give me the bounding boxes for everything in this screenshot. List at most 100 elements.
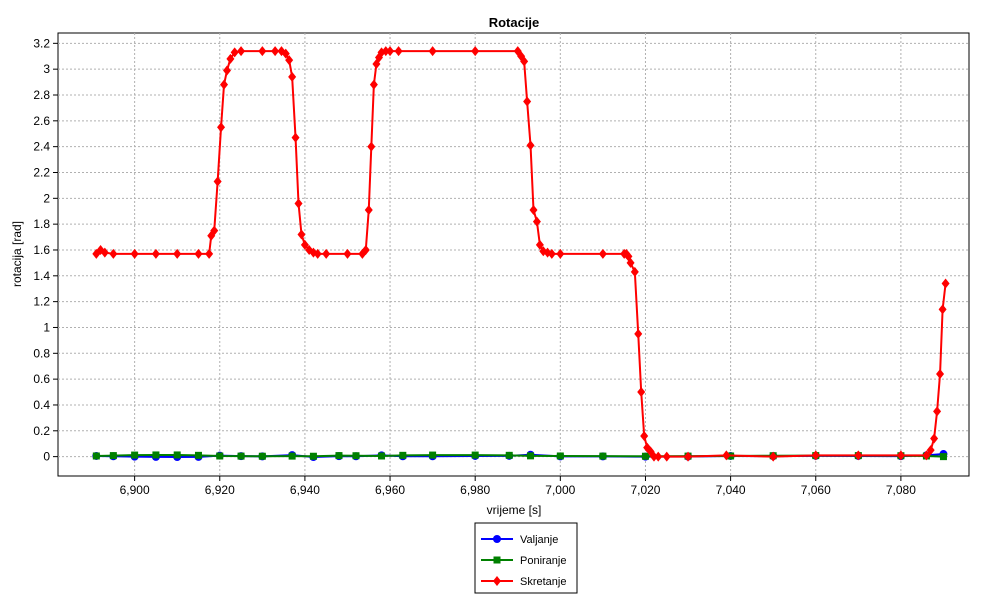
data-point-skretanje	[230, 47, 239, 58]
data-point-poniranje	[556, 452, 564, 460]
legend-label: Poniranje	[520, 555, 566, 567]
data-point-skretanje	[598, 248, 607, 259]
legend-label: Valjanje	[520, 534, 558, 546]
data-point-poniranje	[399, 451, 407, 459]
data-point-poniranje	[527, 452, 535, 460]
data-point-poniranje	[92, 452, 100, 460]
data-point-poniranje	[109, 452, 117, 460]
x-tick-label: 7,080	[886, 483, 916, 497]
y-axis: 0 0.2 0.4 0.6 0.8 1 1.2 1.4 1.6 1.8 2 2.2 2.4 2.6 2.8 3…	[33, 36, 58, 464]
y-tick-label: 0.8	[33, 346, 50, 360]
data-point-skretanje	[217, 122, 226, 133]
x-axis-title: vrijeme [s]	[487, 503, 542, 517]
data-point-skretanje	[526, 140, 535, 151]
data-point-poniranje	[939, 453, 947, 461]
data-point-skretanje	[291, 132, 300, 143]
data-point-skretanje	[532, 216, 541, 227]
data-point-skretanje	[173, 248, 182, 259]
data-point-skretanje	[811, 450, 820, 461]
data-point-poniranje	[471, 451, 479, 459]
data-point-skretanje	[100, 247, 109, 258]
legend-swatch-marker	[493, 576, 501, 586]
data-point-skretanje	[523, 96, 532, 107]
data-point-poniranje	[288, 452, 296, 460]
data-point-skretanje	[520, 56, 529, 67]
y-tick-label: 3.2	[33, 36, 50, 50]
x-tick-label: 6,920	[205, 483, 235, 497]
data-point-poniranje	[194, 451, 202, 459]
x-tick-label: 6,980	[460, 483, 490, 497]
data-point-skretanje	[226, 53, 235, 64]
legend-swatch-marker	[493, 535, 501, 543]
x-tick-label: 6,940	[290, 483, 320, 497]
data-point-skretanje	[271, 46, 280, 57]
y-tick-label: 2.6	[33, 114, 50, 128]
y-tick-label: 0	[43, 450, 50, 464]
data-point-skretanje	[428, 46, 437, 57]
y-tick-label: 3	[43, 62, 50, 76]
y-tick-label: 1.2	[33, 295, 50, 309]
data-point-skretanje	[281, 48, 290, 59]
data-point-skretanje	[556, 248, 565, 259]
data-point-skretanje	[213, 176, 222, 187]
data-point-poniranje	[352, 452, 360, 460]
data-point-skretanje	[637, 387, 646, 398]
data-point-skretanje	[547, 248, 556, 259]
data-point-skretanje	[535, 239, 544, 250]
legend-label: Skretanje	[520, 576, 566, 588]
x-tick-label: 7,060	[801, 483, 831, 497]
legend-item-valjanje: Valjanje	[481, 534, 558, 546]
data-point-skretanje	[769, 451, 778, 462]
data-point-skretanje	[130, 248, 139, 259]
data-point-skretanje	[386, 46, 395, 57]
legend-item-skretanje: Skretanje	[481, 576, 566, 588]
data-point-skretanje	[640, 430, 649, 441]
data-point-skretanje	[297, 229, 306, 240]
data-point-skretanje	[313, 248, 322, 259]
data-point-skretanje	[294, 198, 303, 209]
data-point-skretanje	[361, 244, 370, 255]
data-point-skretanje	[630, 266, 639, 277]
x-tick-label: 7,000	[545, 483, 575, 497]
data-point-poniranje	[152, 451, 160, 459]
data-point-poniranje	[237, 452, 245, 460]
data-point-skretanje	[930, 433, 939, 444]
data-point-skretanje	[662, 451, 671, 462]
data-point-poniranje	[131, 451, 139, 459]
data-point-skretanje	[654, 451, 663, 462]
data-point-skretanje	[288, 71, 297, 82]
data-point-poniranje	[216, 452, 224, 460]
data-point-skretanje	[922, 450, 931, 461]
data-point-skretanje	[151, 248, 160, 259]
data-point-skretanje	[471, 46, 480, 57]
x-axis: 6,900 6,920 6,940 6,960 6,980 7,000 7,020 7,040…	[120, 476, 916, 497]
data-point-skretanje	[684, 451, 693, 462]
series-layer	[92, 46, 950, 462]
data-point-skretanje	[938, 304, 947, 315]
data-point-skretanje	[539, 246, 548, 257]
y-tick-label: 1	[43, 320, 50, 334]
data-point-skretanje	[109, 248, 118, 259]
data-point-poniranje	[258, 452, 266, 460]
data-point-skretanje	[941, 278, 950, 289]
x-tick-label: 7,040	[716, 483, 746, 497]
data-point-skretanje	[220, 79, 229, 90]
data-point-skretanje	[369, 79, 378, 90]
data-point-skretanje	[285, 55, 294, 66]
y-axis-title: rotacija [rad]	[10, 221, 24, 287]
data-point-poniranje	[505, 451, 513, 459]
data-point-skretanje	[223, 65, 232, 76]
data-point-poniranje	[429, 451, 437, 459]
legend-swatch-marker	[493, 556, 501, 564]
y-tick-label: 1.4	[33, 269, 50, 283]
y-tick-label: 0.2	[33, 424, 50, 438]
y-tick-label: 2.2	[33, 165, 50, 179]
data-point-skretanje	[649, 451, 658, 462]
grid	[58, 33, 969, 476]
data-point-skretanje	[194, 248, 203, 259]
data-point-poniranje	[378, 452, 386, 460]
legend-item-poniranje: Poniranje	[481, 555, 566, 567]
data-point-skretanje	[367, 141, 376, 152]
chart-title: Rotacije	[489, 15, 540, 30]
data-point-skretanje	[722, 450, 731, 461]
